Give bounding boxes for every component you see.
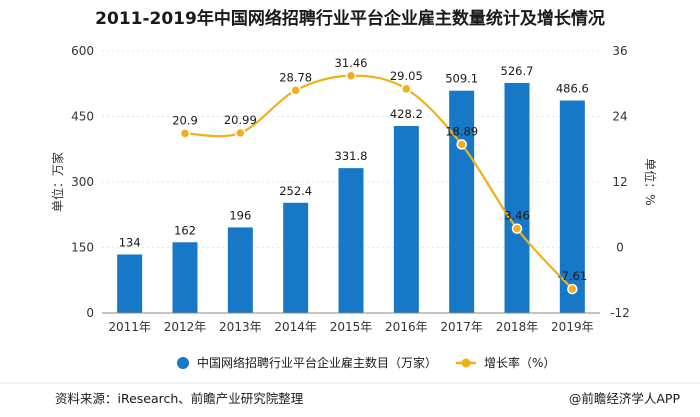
x-axis-ticks: 2011年 2012年 2013年 2014年 2015年 2016年 2017年 2018年… — [108, 320, 593, 334]
growth-rate-point — [290, 85, 301, 96]
growth-rate-point — [179, 128, 191, 139]
growth-rate-data-label: 3.46 — [504, 209, 530, 223]
app-credit: @前瞻经济学人APP — [569, 391, 681, 406]
bar-series — [117, 83, 585, 314]
growth-rate-data-label: 20.99 — [224, 113, 257, 127]
y-right-tick-label: 0 — [616, 241, 624, 255]
bar-data-label: 509.1 — [445, 72, 478, 86]
y-right-tick-label: 36 — [612, 44, 627, 58]
bar — [283, 202, 309, 313]
growth-rate-data-labels: 20.9 20.99 28.78 31.46 29.05 18.89 3.46 -7.61 — [172, 56, 587, 283]
y-right-axis-ticks: -12 0 12 24 36 — [610, 44, 630, 320]
y-left-axis-ticks: 0 150 300 450 600 — [71, 44, 94, 320]
y-left-tick-label: 0 — [86, 306, 94, 320]
legend: 中国网络招聘行业平台企业雇主数目（万家） 增长率（%） — [177, 355, 555, 370]
legend-bar-label: 中国网络招聘行业平台企业雇主数目（万家） — [197, 355, 437, 370]
x-tick-label: 2016年 — [385, 320, 428, 334]
bar — [117, 254, 143, 313]
growth-rate-point — [345, 70, 357, 82]
source-note: 资料来源：iResearch、前瞻产业研究院整理 — [55, 391, 304, 406]
chart-title: 2011-2019年中国网络招聘行业平台企业雇主数量统计及增长情况 — [95, 8, 605, 29]
x-tick-label: 2018年 — [496, 320, 539, 334]
growth-rate-points — [179, 70, 578, 295]
bar — [227, 227, 253, 313]
growth-rate-data-label: 18.89 — [445, 124, 478, 138]
growth-rate-data-label: 20.9 — [172, 113, 198, 127]
y-right-tick-label: 24 — [612, 110, 627, 124]
x-tick-label: 2019年 — [551, 320, 594, 334]
growth-rate-point — [401, 83, 412, 95]
y-left-axis-title: 单位：万家 — [50, 152, 65, 212]
growth-rate-point — [511, 223, 523, 234]
growth-rate-point — [456, 139, 467, 150]
legend-line-label: 增长率（%） — [484, 355, 555, 370]
bar-data-label: 162 — [174, 223, 196, 237]
bar — [393, 126, 419, 313]
bar-data-label: 331.8 — [335, 149, 368, 163]
y-right-axis-title: 单位：% — [643, 158, 658, 205]
bar-data-label: 526.7 — [501, 64, 534, 78]
x-tick-label: 2015年 — [330, 320, 373, 334]
y-left-tick-label: 600 — [71, 44, 94, 58]
bar — [449, 90, 475, 314]
bar — [504, 83, 530, 314]
y-right-tick-label: -12 — [610, 306, 630, 320]
bar-data-labels: 134 162 196 252.4 331.8 428.2 509.1 526.7 486.6 — [119, 64, 589, 249]
bar — [172, 242, 198, 313]
x-tick-label: 2013年 — [219, 320, 262, 334]
bar-data-label: 252.4 — [279, 184, 312, 198]
bar-data-label: 196 — [229, 208, 251, 222]
growth-rate-point — [235, 127, 246, 139]
x-tick-label: 2017年 — [440, 320, 483, 334]
legend-line-marker — [461, 358, 471, 368]
growth-rate-data-label: -7.61 — [557, 269, 587, 283]
bar — [338, 168, 364, 313]
growth-rate-data-label: 28.78 — [279, 70, 312, 84]
x-tick-label: 2012年 — [164, 320, 207, 334]
y-left-tick-label: 300 — [71, 175, 94, 189]
y-left-tick-label: 150 — [71, 241, 94, 255]
bar-data-label: 486.6 — [556, 82, 589, 96]
growth-rate-data-label: 31.46 — [335, 56, 368, 70]
x-tick-label: 2011年 — [108, 320, 151, 334]
bar-data-label: 134 — [119, 235, 141, 249]
growth-rate-data-label: 29.05 — [390, 69, 423, 83]
legend-bar-swatch — [177, 357, 189, 369]
x-tick-label: 2014年 — [274, 320, 317, 334]
y-right-tick-label: 12 — [612, 175, 627, 189]
growth-rate-point — [567, 283, 578, 295]
bar — [559, 100, 585, 313]
y-left-tick-label: 450 — [71, 110, 94, 124]
bar-data-label: 428.2 — [390, 107, 423, 121]
